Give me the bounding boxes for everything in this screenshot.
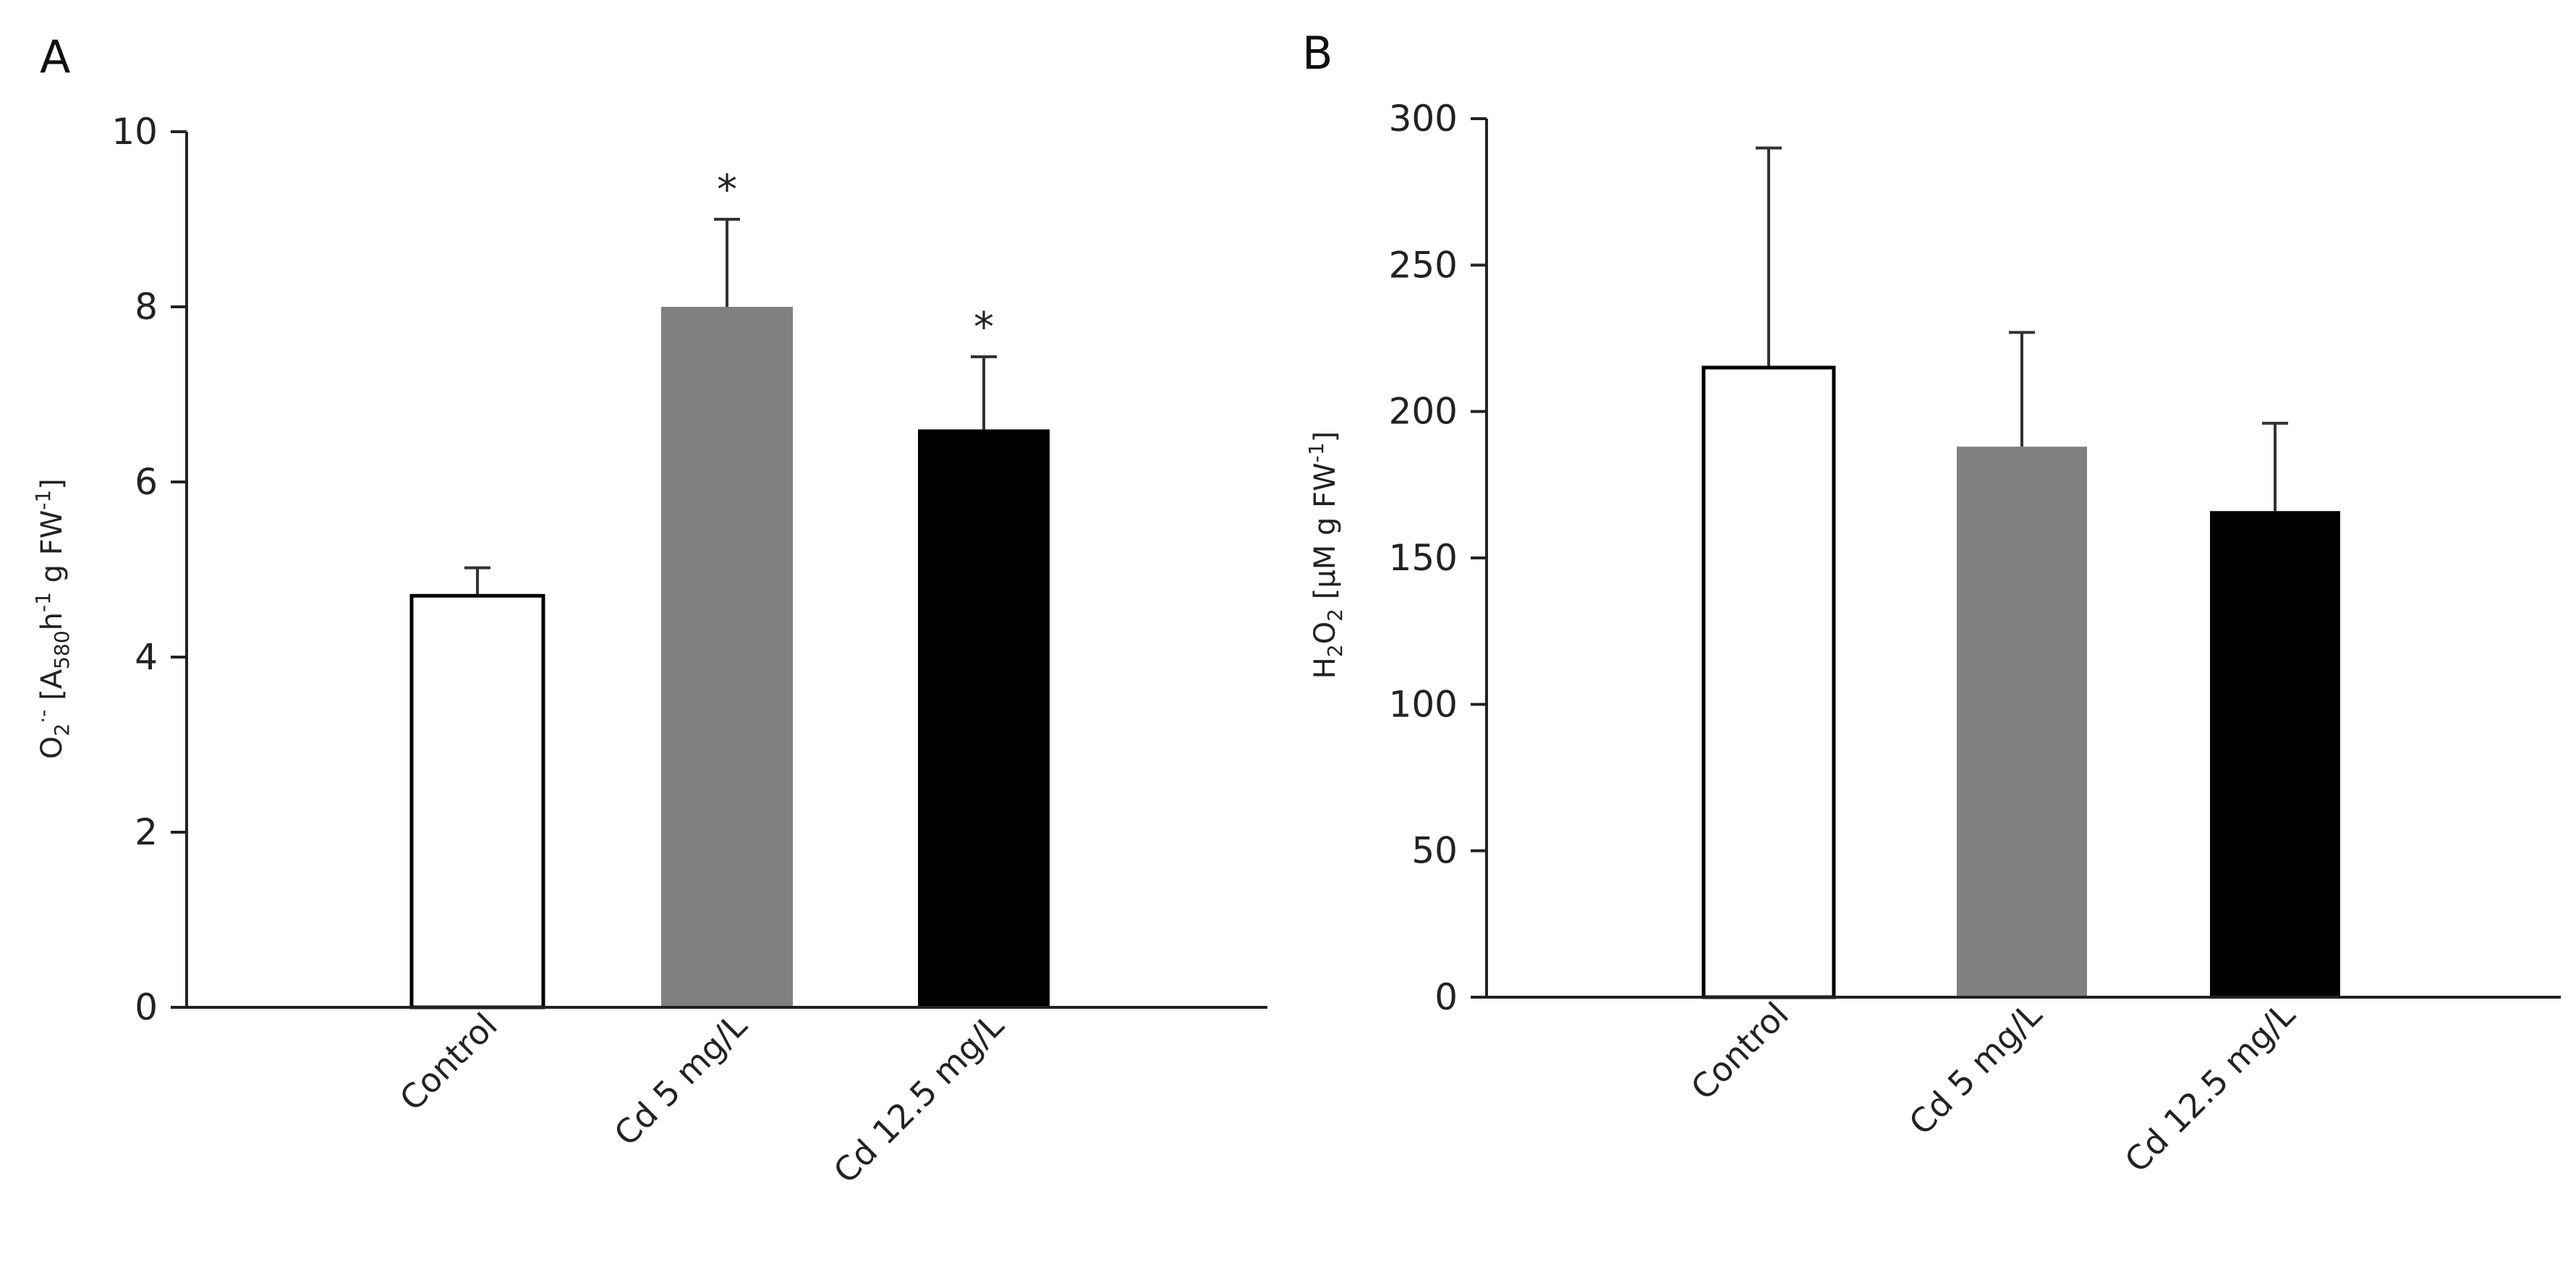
y-tick-label-a: 0 [135, 986, 158, 1028]
plot-area-a: 0 2 4 6 8 10 Control * Cd 5 mg/L * Cd 12.5 mg/L [111, 111, 1267, 1191]
bar-b [2210, 511, 2340, 997]
x-category-label-a: Cd 12.5 mg/L [826, 1005, 1011, 1190]
y-tick-label-b: 300 [1389, 98, 1458, 140]
y-tick-label-a: 2 [135, 811, 158, 853]
y-tick-label-a: 10 [111, 111, 158, 153]
y-axis-label-a: O2·- [A580h-1 g FW-1] [31, 478, 74, 759]
x-category-label-a: Cd 5 mg/L [606, 1005, 754, 1153]
x-category-label-b: Control [1683, 995, 1796, 1108]
y-axis-label-b: H2O2 [µM g FW-1] [1304, 431, 1347, 679]
y-tick-label-b: 50 [1411, 830, 1458, 872]
y-tick-label-b: 100 [1389, 683, 1458, 725]
bar-a [409, 593, 545, 1009]
x-category-label-b: Cd 12.5 mg/L [2117, 994, 2303, 1180]
panel-b: B H2O2 [µM g FW-1] 0 50 100 150 200 250 300 Con… [1302, 27, 2561, 1180]
significance-marker-a: * [717, 166, 737, 213]
y-tick-label-b: 200 [1389, 391, 1458, 433]
y-tick-label-b: 150 [1389, 537, 1458, 579]
y-tick-label-a: 4 [135, 636, 158, 678]
bar-a [661, 307, 793, 1007]
x-category-label-b: Cd 5 mg/L [1901, 994, 2049, 1143]
panel-a: A O2·- [A580h-1 g FW-1] 0 2 4 6 8 10 Control * C… [31, 30, 1267, 1191]
y-tick-label-a: 8 [135, 286, 158, 328]
y-tick-label-b: 250 [1389, 244, 1458, 286]
bar-a [918, 429, 1050, 1007]
bar-b [1957, 446, 2087, 997]
panel-letter-b: B [1302, 27, 1333, 80]
plot-area-b: 0 50 100 150 200 250 300 Control Cd 5 mg/L Cd 12.… [1389, 98, 2561, 1180]
significance-marker-a: * [974, 304, 994, 351]
panel-letter-a: A [40, 30, 70, 83]
y-tick-label-b: 0 [1434, 976, 1458, 1018]
y-tick-label-a: 6 [135, 461, 158, 503]
bar-b [1701, 365, 1836, 999]
x-category-label-a: Control [392, 1006, 505, 1119]
